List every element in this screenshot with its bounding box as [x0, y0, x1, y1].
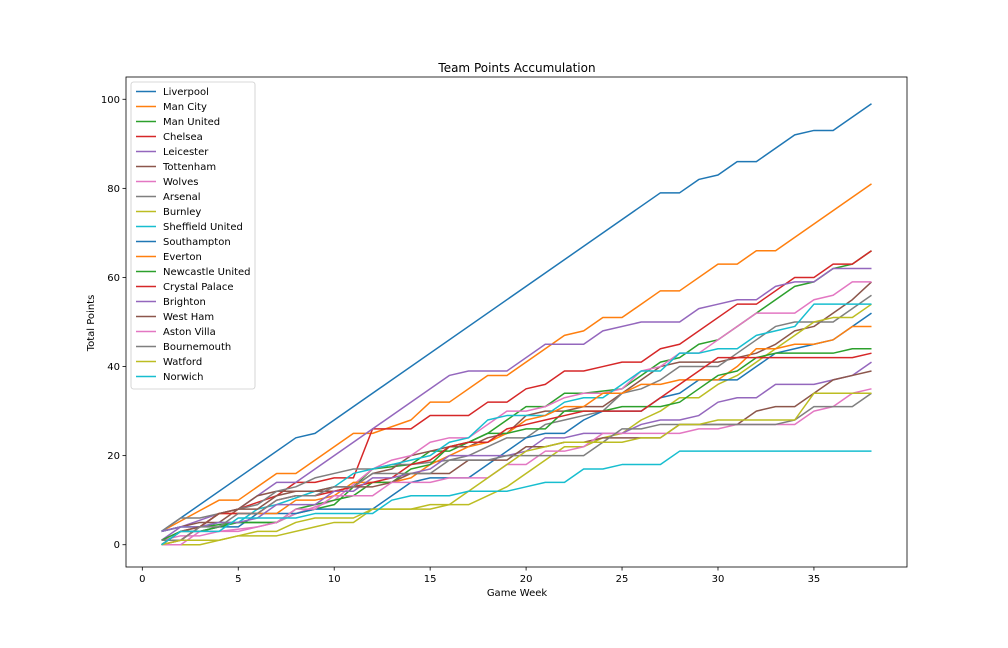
- legend: Liverpool Man City Man United Chelsea Leices…: [130, 81, 256, 390]
- plot-area: [161, 103, 873, 546]
- legend-label-0: Liverpool: [163, 87, 209, 98]
- legend-label-14: Brighton: [163, 297, 206, 308]
- legend-box: [130, 81, 256, 390]
- y-tick-label-3: 60: [107, 273, 120, 284]
- y-tick-label-4: 80: [107, 184, 120, 195]
- series-line-19: [161, 450, 872, 546]
- legend-label-12: Newcastle United: [163, 267, 251, 278]
- legend-label-5: Tottenham: [162, 162, 216, 173]
- x-tick-label-4: 20: [520, 574, 533, 585]
- legend-label-15: West Ham: [163, 312, 214, 323]
- legend-label-11: Everton: [163, 252, 202, 263]
- y-tick-label-0: 0: [114, 540, 120, 551]
- legend-label-9: Sheffield United: [163, 222, 243, 233]
- series-line-5: [161, 281, 873, 533]
- y-tick-label-1: 20: [107, 451, 120, 462]
- legend-label-7: Arsenal: [163, 192, 201, 203]
- series-line-1: [161, 183, 872, 533]
- legend-label-19: Norwich: [163, 372, 204, 383]
- x-tick-label-7: 35: [808, 574, 821, 585]
- series-line-0: [161, 103, 872, 532]
- legend-label-6: Wolves: [163, 177, 198, 188]
- legend-label-8: Burnley: [163, 207, 201, 218]
- series-line-4: [161, 267, 872, 541]
- y-tick-label-2: 40: [107, 362, 120, 373]
- x-tick-label-1: 5: [235, 574, 241, 585]
- series-line-18: [161, 392, 872, 546]
- x-tick-label-3: 15: [424, 574, 437, 585]
- legend-label-4: Leicester: [163, 147, 209, 158]
- y-tick-label-5: 100: [101, 95, 120, 106]
- legend-label-17: Bournemouth: [163, 342, 231, 353]
- legend-label-10: Southampton: [163, 237, 231, 248]
- x-tick-label-5: 25: [616, 574, 629, 585]
- chart-title: Team Points Accumulation: [437, 61, 595, 75]
- series-line-17: [161, 392, 872, 542]
- x-tick-label-0: 0: [139, 574, 145, 585]
- legend-label-2: Man United: [163, 117, 220, 128]
- legend-label-18: Watford: [163, 357, 202, 368]
- axes: 0 5 10 15 20 25 30 35 0 20 40 60 80 100: [101, 76, 908, 585]
- legend-label-1: Man City: [163, 102, 207, 113]
- x-tick-label-6: 30: [712, 574, 725, 585]
- legend-label-16: Aston Villa: [163, 327, 216, 338]
- x-tick-label-2: 10: [328, 574, 341, 585]
- x-axis-label: Game Week: [487, 588, 548, 599]
- legend-label-13: Crystal Palace: [163, 282, 234, 293]
- series-line-15: [161, 370, 872, 546]
- legend-label-3: Chelsea: [163, 132, 203, 143]
- y-axis-label: Total Points: [86, 295, 97, 353]
- axes-frame: [125, 76, 908, 568]
- series-line-10: [161, 312, 872, 546]
